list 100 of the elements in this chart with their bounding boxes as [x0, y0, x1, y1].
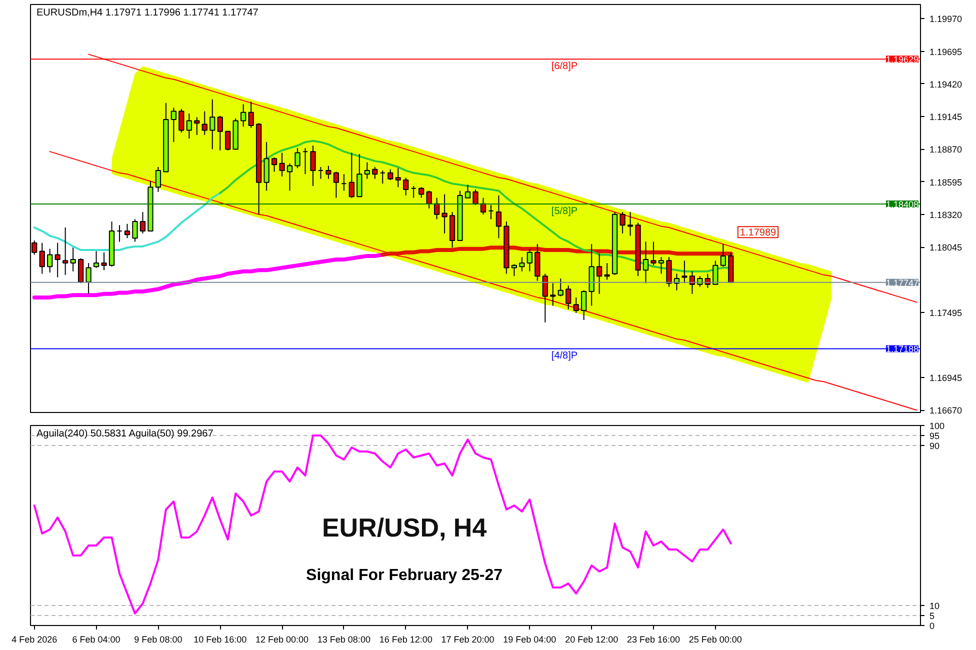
- candlestick: [627, 212, 634, 236]
- candlestick: [93, 250, 100, 268]
- candlestick: [178, 108, 184, 134]
- y-tick-label: 1.16945: [930, 373, 962, 384]
- candlestick: [620, 212, 626, 234]
- candlestick: [101, 252, 107, 271]
- annotation: [5/8]P: [551, 206, 578, 218]
- candlestick: [132, 218, 138, 242]
- candlestick: [155, 166, 162, 192]
- candlestick: [170, 107, 176, 143]
- candlestick: [326, 165, 332, 180]
- y-tick-label: 1.16670: [930, 406, 962, 416]
- x-tick-label: 25 Feb 00:00: [688, 634, 742, 644]
- x-tick-label: 20 Feb 12:00: [565, 634, 618, 644]
- y-tick-label: 1.18870: [930, 144, 962, 155]
- y-tick-label: 0: [930, 621, 935, 631]
- ref-line-label: 1.18408: [886, 199, 919, 210]
- y-tick-label: 100: [930, 421, 945, 431]
- candlestick: [519, 256, 525, 272]
- candlestick: [225, 130, 231, 151]
- candlestick: [403, 177, 409, 196]
- ref-line-label: 1.17188: [886, 344, 919, 354]
- y-tick-label: 1.19145: [930, 112, 962, 122]
- candlestick: [464, 184, 471, 198]
- candlestick: [558, 278, 564, 297]
- candlestick: [248, 101, 254, 128]
- candlestick: [550, 282, 556, 306]
- candlestick: [395, 168, 401, 188]
- candlestick: [333, 171, 340, 198]
- ref-line-label: 1.19629: [886, 54, 919, 65]
- candlestick: [279, 152, 285, 177]
- line-series: [380, 246, 733, 257]
- candlestick: [302, 148, 308, 175]
- candlestick: [511, 264, 518, 277]
- x-tick-label: 12 Feb 00:00: [256, 634, 309, 644]
- candlestick: [70, 247, 76, 272]
- x-tick-label: 4 Feb 2026: [12, 634, 58, 644]
- x-tick-label: 10 Feb 16:00: [194, 634, 247, 644]
- candlestick: [294, 148, 300, 169]
- candlestick: [318, 166, 324, 180]
- y-tick-label: 1.18045: [930, 242, 962, 253]
- candlestick: [472, 189, 478, 206]
- candlestick: [526, 248, 532, 272]
- candlestick: [186, 113, 192, 140]
- candlestick: [47, 248, 53, 274]
- annotation: [4/8]P: [551, 350, 578, 362]
- annotation: Signal For February 25-27: [306, 567, 503, 584]
- candlestick: [496, 194, 502, 239]
- candlestick: [712, 260, 718, 285]
- x-tick-label: 19 Feb 04:00: [503, 634, 556, 644]
- candlestick: [348, 152, 354, 198]
- y-tick-label: 1.18320: [930, 210, 962, 220]
- annotation: [6/8]P: [551, 61, 578, 72]
- candlestick: [566, 285, 572, 310]
- y-tick-label: 95: [930, 431, 940, 441]
- candlestick: [426, 190, 432, 209]
- candlestick: [689, 270, 696, 294]
- annotation: 1.17989: [740, 228, 777, 239]
- candlestick: [116, 224, 122, 242]
- annotation: EUR/USD, H4: [322, 512, 488, 542]
- y-tick-label: 5: [930, 611, 935, 621]
- x-tick-label: 9 Feb 08:00: [134, 634, 182, 644]
- candlestick: [39, 242, 45, 274]
- candlestick: [341, 174, 347, 192]
- y-tick-label: 1.19420: [930, 79, 962, 90]
- chart-title: Aguila(240) 50.5831 Aguila(50) 99.2967: [36, 428, 214, 440]
- candlestick: [642, 241, 649, 284]
- candlestick: [86, 262, 92, 294]
- y-tick-label: 1.17495: [930, 308, 962, 318]
- x-tick-label: 6 Feb 04:00: [72, 634, 120, 644]
- x-tick-label: 23 Feb 16:00: [626, 634, 680, 644]
- line-series: [33, 192, 222, 252]
- x-tick-label: 16 Feb 12:00: [379, 634, 432, 644]
- candlestick: [210, 98, 216, 150]
- candlestick: [418, 186, 424, 198]
- chart-title: EURUSDm,H4 1.17971 1.17996 1.17741 1.17747: [36, 8, 259, 18]
- y-tick-label: 1.19695: [930, 46, 962, 57]
- candlestick: [410, 185, 416, 198]
- candlestick: [372, 166, 378, 180]
- ref-line-label: 1.17747: [886, 278, 919, 288]
- candlestick: [542, 273, 548, 323]
- candlestick: [62, 226, 68, 276]
- x-tick-label: 17 Feb 20:00: [441, 634, 494, 644]
- y-tick-label: 1.18595: [930, 177, 962, 188]
- candlestick: [356, 153, 362, 198]
- candlestick: [604, 262, 610, 280]
- candlestick: [271, 157, 278, 172]
- candlestick: [658, 256, 664, 274]
- candlestick: [380, 170, 386, 184]
- candlestick: [217, 115, 223, 151]
- y-tick-label: 10: [930, 601, 940, 611]
- candlestick: [388, 168, 394, 181]
- candlestick: [202, 110, 208, 136]
- candlestick: [488, 204, 494, 220]
- y-tick-label: 1.19970: [930, 14, 962, 24]
- candlestick: [286, 162, 293, 192]
- candlestick: [364, 162, 370, 180]
- candlestick: [264, 142, 270, 192]
- candlestick: [534, 244, 540, 282]
- line-series: [49, 151, 918, 411]
